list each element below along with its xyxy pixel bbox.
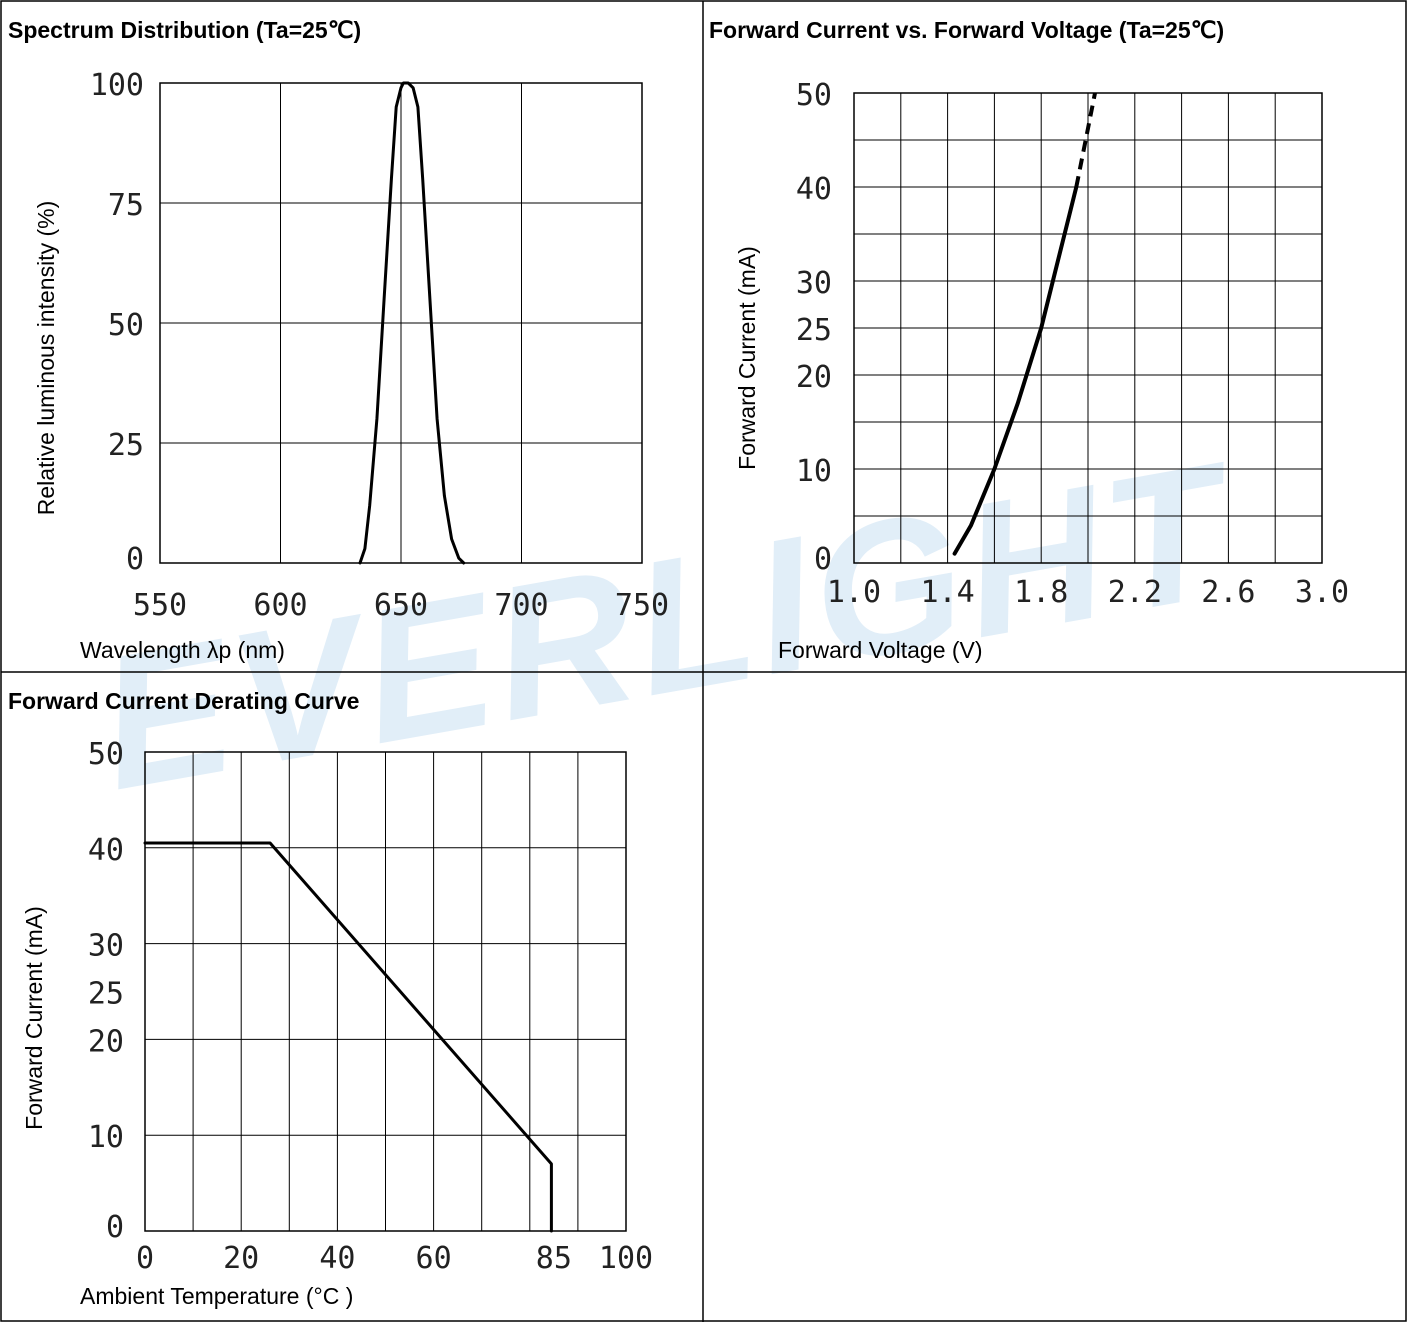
iv-plot-area <box>853 92 1323 564</box>
derating-ticks: 0 20 40 60 85 100 0 10 20 25 30 40 50 <box>88 737 653 1276</box>
spectrum-y-axis-label: Relative luminous intensity (%) <box>33 201 59 515</box>
spectrum-y-tick-label: 75 <box>108 188 144 223</box>
iv-x-tick-label: 1.8 <box>1014 575 1068 610</box>
derating-chart: 0 20 40 60 85 100 0 10 20 25 30 40 50 Ambient Temper… <box>21 737 653 1309</box>
spectrum-grid <box>159 82 643 564</box>
iv-x-tick-label: 3.0 <box>1295 575 1349 610</box>
spectrum-y-tick-label: 100 <box>90 68 144 103</box>
spectrum-title: Spectrum Distribution (Ta=25℃) <box>8 17 361 43</box>
spectrum-x-tick-label: 550 <box>133 588 187 623</box>
derating-title: Forward Current Derating Curve <box>8 688 359 714</box>
iv-chart: 1.0 1.4 1.8 2.2 2.6 3.0 0 10 20 25 30 40 50 Forward … <box>734 78 1349 663</box>
derating-y-tick-label: 30 <box>88 929 124 964</box>
iv-y-tick-label: 40 <box>796 172 832 207</box>
derating-y-tick-label: 50 <box>88 737 124 772</box>
spectrum-x-tick-label: 600 <box>253 588 307 623</box>
spectrum-y-tick-label: 0 <box>126 542 144 577</box>
iv-y-tick-label: 20 <box>796 360 832 395</box>
derating-x-tick-label: 100 <box>599 1241 653 1276</box>
iv-x-tick-label: 2.6 <box>1201 575 1255 610</box>
derating-y-tick-label: 20 <box>88 1024 124 1059</box>
spectrum-x-tick-label: 650 <box>374 588 428 623</box>
spectrum-ticks: 550 600 650 700 750 0 25 50 75 100 <box>90 68 669 623</box>
derating-y-tick-label: 25 <box>88 977 124 1012</box>
iv-y-tick-label: 25 <box>796 313 832 348</box>
spectrum-x-tick-label: 700 <box>494 588 548 623</box>
spectrum-plot-area <box>159 82 643 564</box>
derating-y-tick-label: 0 <box>106 1210 124 1245</box>
spectrum-x-tick-label: 750 <box>615 588 669 623</box>
spectrum-y-tick-label: 50 <box>108 308 144 343</box>
spectrum-chart: 550 600 650 700 750 0 25 50 75 100 Wavelength λp … <box>33 68 669 663</box>
derating-plot-area <box>144 751 627 1232</box>
iv-y-tick-label: 30 <box>796 266 832 301</box>
derating-y-tick-label: 40 <box>88 833 124 868</box>
derating-x-tick-label: 85 <box>536 1241 572 1276</box>
iv-ticks: 1.0 1.4 1.8 2.2 2.6 3.0 0 10 20 25 30 40 50 <box>796 78 1349 610</box>
derating-x-axis-label: Ambient Temperature (°C ) <box>80 1283 353 1309</box>
derating-y-axis-label: Forward Current (mA) <box>21 906 47 1130</box>
iv-grid <box>853 92 1323 564</box>
derating-x-tick-label: 0 <box>136 1241 154 1276</box>
iv-x-tick-label: 1.4 <box>921 575 975 610</box>
iv-x-axis-label: Forward Voltage (V) <box>778 637 983 663</box>
spectrum-y-tick-label: 25 <box>108 428 144 463</box>
iv-y-tick-label: 10 <box>796 454 832 489</box>
iv-x-tick-label: 1.0 <box>827 575 881 610</box>
derating-x-tick-label: 20 <box>223 1241 259 1276</box>
derating-grid <box>144 751 627 1232</box>
derating-x-tick-label: 40 <box>319 1241 355 1276</box>
iv-y-axis-label: Forward Current (mA) <box>734 246 760 470</box>
iv-curves <box>952 92 1097 556</box>
derating-series-line-1 <box>143 841 553 1233</box>
spectrum-series-line-1 <box>358 81 466 565</box>
iv-title: Forward Current vs. Forward Voltage (Ta=… <box>709 17 1224 43</box>
iv-y-tick-label: 0 <box>814 542 832 577</box>
derating-curves <box>143 841 553 1233</box>
spectrum-x-axis-label: Wavelength λp (nm) <box>80 637 285 663</box>
iv-y-tick-label: 50 <box>796 78 832 113</box>
derating-x-tick-label: 60 <box>416 1241 452 1276</box>
spectrum-curves <box>358 81 466 565</box>
iv-series-line-2 <box>1074 92 1097 188</box>
iv-series-line-1 <box>952 185 1079 556</box>
derating-y-tick-label: 10 <box>88 1120 124 1155</box>
iv-x-tick-label: 2.2 <box>1108 575 1162 610</box>
